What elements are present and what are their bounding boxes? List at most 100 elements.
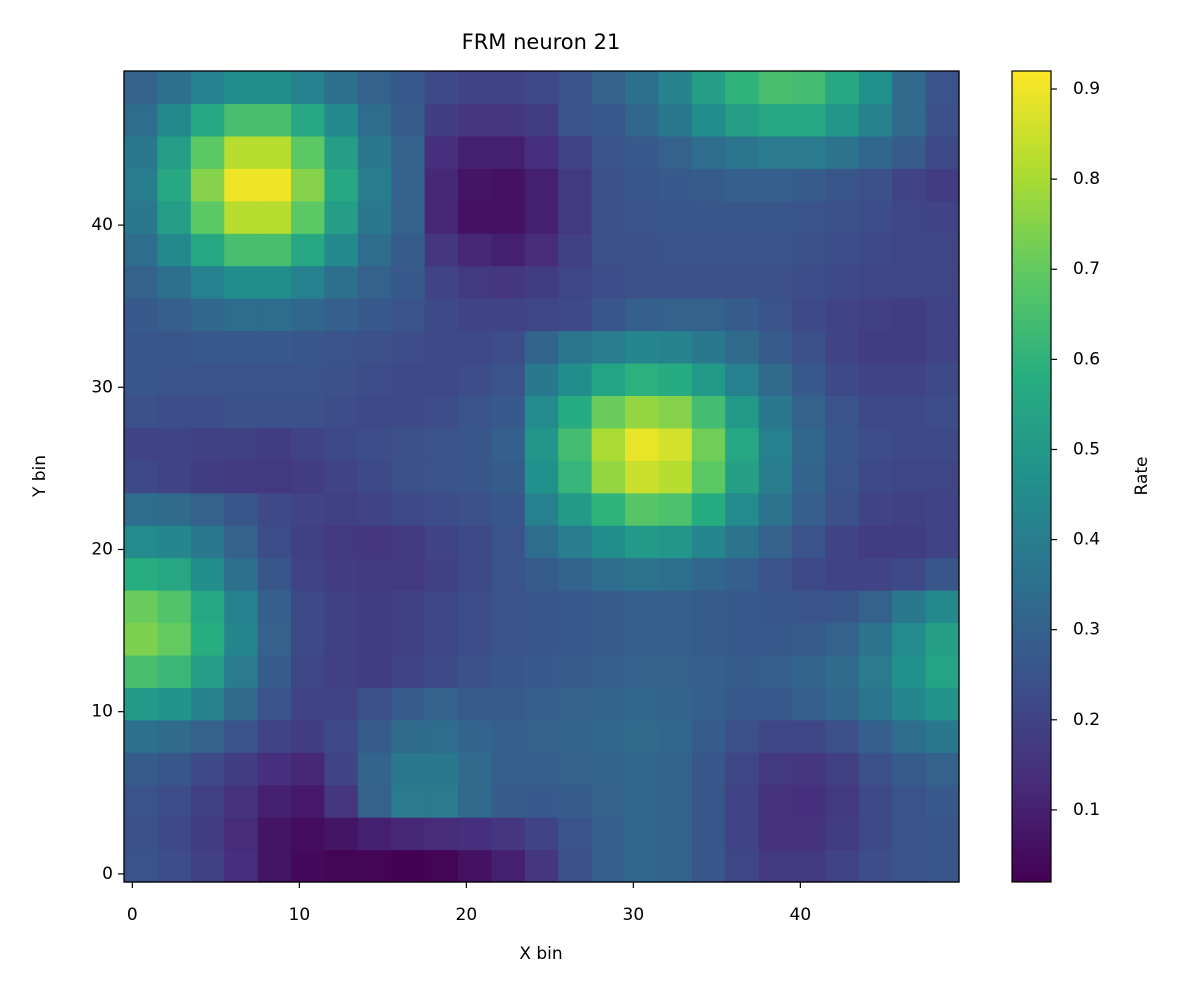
heatmap-cell	[124, 200, 158, 234]
heatmap-cell	[291, 330, 325, 364]
heatmap-cell	[190, 233, 225, 267]
heatmap-cell	[825, 233, 860, 267]
heatmap-cell	[357, 687, 392, 721]
heatmap-cell	[424, 103, 459, 137]
heatmap-cell	[291, 687, 325, 721]
heatmap-cell	[391, 265, 426, 299]
heatmap-cell	[658, 103, 693, 137]
heatmap-cell	[658, 622, 693, 656]
heatmap-cell	[224, 849, 259, 883]
heatmap-cell	[291, 135, 325, 169]
heatmap-cell	[491, 557, 526, 591]
heatmap-cell	[157, 362, 192, 396]
heatmap-cell	[190, 200, 225, 234]
heatmap-cell	[391, 590, 426, 624]
heatmap-cell	[658, 71, 693, 105]
heatmap-cell	[858, 265, 893, 299]
heatmap-cell	[324, 817, 359, 851]
heatmap-cell	[458, 557, 492, 591]
heatmap-cell	[324, 784, 359, 818]
heatmap-cell	[758, 71, 793, 105]
heatmap-cell	[324, 71, 359, 105]
heatmap-cell	[892, 298, 927, 332]
heatmap-cell	[558, 362, 593, 396]
heatmap-cell	[892, 687, 927, 721]
heatmap-cell	[391, 817, 426, 851]
heatmap-cell	[324, 557, 359, 591]
heatmap-cell	[190, 525, 225, 559]
heatmap-cell	[825, 460, 860, 494]
heatmap-cell	[257, 654, 292, 688]
heatmap-cell	[658, 427, 693, 461]
heatmap-cell	[625, 525, 659, 559]
heatmap-cell	[124, 849, 158, 883]
heatmap-cell	[291, 103, 325, 137]
heatmap-cell	[491, 590, 526, 624]
heatmap-cell	[758, 460, 793, 494]
heatmap-cell	[691, 687, 726, 721]
heatmap-cell	[892, 849, 927, 883]
heatmap-cell	[558, 168, 593, 202]
heatmap-cell	[357, 71, 392, 105]
heatmap-cell	[291, 460, 325, 494]
heatmap-cell	[725, 622, 760, 656]
heatmap-cell	[491, 654, 526, 688]
heatmap-cell	[458, 719, 492, 753]
heatmap-cell	[758, 784, 793, 818]
heatmap-cell	[691, 71, 726, 105]
heatmap-cell	[157, 817, 192, 851]
heatmap-cell	[458, 103, 492, 137]
heatmap-cell	[658, 265, 693, 299]
heatmap-cell	[124, 330, 158, 364]
heatmap-cell	[424, 525, 459, 559]
heatmap-cell	[858, 103, 893, 137]
heatmap-cell	[190, 492, 225, 526]
heatmap-cell	[524, 168, 559, 202]
heatmap-cell	[124, 168, 158, 202]
y-tick-label: 30	[91, 377, 113, 397]
heatmap-cell	[291, 168, 325, 202]
heatmap-cell	[424, 654, 459, 688]
heatmap-cell	[157, 752, 192, 786]
heatmap-cell	[792, 849, 826, 883]
heatmap-cell	[224, 590, 259, 624]
heatmap-cell	[324, 135, 359, 169]
heatmap-cell	[658, 654, 693, 688]
heatmap-cell	[625, 622, 659, 656]
heatmap-cell	[491, 362, 526, 396]
heatmap-cell	[892, 395, 927, 429]
heatmap-cell	[524, 622, 559, 656]
heatmap-cell	[524, 427, 559, 461]
heatmap-cell	[892, 135, 927, 169]
heatmap-cell	[691, 265, 726, 299]
heatmap-cell	[424, 135, 459, 169]
heatmap-cell	[291, 654, 325, 688]
heatmap-cell	[224, 557, 259, 591]
heatmap-cell	[925, 460, 960, 494]
x-tick-label: 10	[289, 905, 311, 925]
heatmap-cell	[758, 557, 793, 591]
heatmap-cell	[458, 200, 492, 234]
heatmap-cell	[925, 687, 960, 721]
heatmap-cell	[558, 687, 593, 721]
heatmap-cell	[524, 135, 559, 169]
heatmap-cell	[190, 362, 225, 396]
heatmap-cell	[257, 817, 292, 851]
heatmap-cell	[725, 525, 760, 559]
heatmap-cell	[458, 460, 492, 494]
x-tick-label: 0	[127, 905, 138, 925]
heatmap-cell	[558, 849, 593, 883]
heatmap-cell	[458, 849, 492, 883]
heatmap-cell	[458, 622, 492, 656]
heatmap-cell	[257, 752, 292, 786]
heatmap-cell	[424, 71, 459, 105]
heatmap-cell	[858, 492, 893, 526]
y-tick-label: 20	[91, 539, 113, 559]
heatmap-cell	[725, 492, 760, 526]
heatmap-cell	[124, 395, 158, 429]
heatmap-cell	[925, 103, 960, 137]
heatmap-cell	[558, 460, 593, 494]
heatmap-cell	[925, 330, 960, 364]
heatmap-cell	[625, 849, 659, 883]
heatmap-cell	[725, 590, 760, 624]
